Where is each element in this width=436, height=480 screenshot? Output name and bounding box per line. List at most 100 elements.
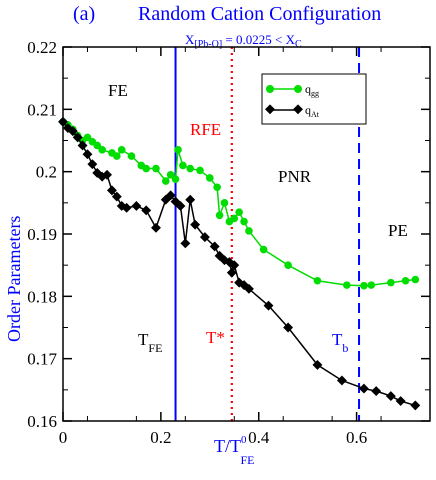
data-point-gg — [235, 208, 243, 216]
subtitle-x-sub: [Pb-O] — [194, 39, 222, 50]
data-series — [58, 116, 421, 411]
data-point-At — [165, 190, 176, 201]
marker-label-tfe-sub: FE — [148, 341, 162, 355]
series-gg — [59, 118, 420, 290]
data-point-gg — [240, 217, 248, 226]
data-point-At — [185, 194, 196, 205]
data-point-At — [106, 185, 117, 196]
data-point-gg — [401, 276, 410, 285]
data-point-gg — [93, 141, 102, 150]
data-point-gg — [206, 174, 214, 182]
series-line-gg — [62, 121, 416, 287]
data-point-At — [131, 201, 142, 211]
data-point-At — [82, 149, 93, 160]
y-tick-label: 0.19 — [27, 225, 57, 244]
marker-label-tfe-base: T — [138, 330, 149, 349]
data-point-At — [263, 300, 274, 311]
data-point-At — [358, 383, 369, 394]
data-point-At — [385, 391, 396, 402]
data-point-At — [190, 219, 201, 230]
data-point-gg — [360, 281, 368, 290]
data-point-gg — [174, 146, 182, 154]
x-tick-label: 0.6 — [346, 428, 367, 447]
data-point-gg — [213, 183, 221, 192]
data-point-At — [121, 202, 132, 213]
data-point-gg — [387, 278, 395, 287]
y-tick-label: 0.18 — [27, 287, 57, 306]
data-point-At — [312, 359, 323, 370]
data-point-gg — [220, 199, 229, 207]
data-point-At — [410, 400, 421, 411]
data-point-gg — [215, 211, 224, 220]
data-point-At — [243, 283, 254, 294]
data-point-gg — [166, 170, 175, 179]
data-point-At — [77, 140, 88, 151]
chart-title: Random Cation Configuration — [138, 3, 381, 25]
y-tick-label: 0.16 — [27, 412, 57, 431]
subtitle-eq: = 0.0225 < X — [222, 32, 295, 47]
data-point-gg — [179, 161, 187, 170]
x-axis-label-sup: 0 — [241, 434, 247, 446]
marker-label-tstar: T* — [206, 328, 225, 347]
data-point-At — [371, 386, 382, 397]
x-axis-label-base: T/T — [214, 436, 241, 456]
data-point-gg — [367, 281, 376, 289]
data-point-gg — [245, 227, 253, 235]
x-tick-label: 0.2 — [150, 428, 171, 447]
legend-label-gg-sub: gg — [311, 89, 319, 98]
y-axis-label: Order Parameters — [4, 216, 24, 342]
series-line-At — [62, 121, 416, 407]
marker-label-tb-sub: b — [342, 341, 348, 355]
legend-label-at: qAt — [305, 103, 320, 119]
legend-marker-gg — [266, 85, 274, 93]
y-tick-label: 0.2 — [36, 163, 57, 182]
data-point-gg — [411, 275, 420, 284]
data-point-gg — [83, 133, 92, 142]
x-axis-label-sub: FE — [241, 453, 255, 467]
legend-marker-gg-2 — [294, 85, 302, 93]
marker-label-tb-base: T — [332, 330, 343, 349]
data-point-gg — [113, 152, 121, 160]
data-point-gg — [127, 152, 136, 160]
region-label-pnr: PNR — [278, 167, 312, 186]
data-point-gg — [343, 281, 351, 289]
legend-label-at-sub: At — [311, 110, 320, 119]
marker-label-tb: Tb — [332, 330, 348, 355]
x-tick-label: 0 — [59, 428, 68, 447]
region-label-rfe: RFE — [190, 120, 221, 139]
axis-ticks: 0 0.2 0.4 0.6 0.16 0.17 0.18 0.19 0.2 0.21 0.22 — [27, 38, 431, 447]
data-point-gg — [259, 245, 268, 254]
data-point-gg — [196, 166, 204, 175]
data-point-At — [175, 201, 186, 211]
data-point-gg — [230, 214, 239, 223]
data-point-At — [226, 267, 237, 278]
data-point-gg — [142, 164, 150, 173]
data-point-gg — [161, 177, 170, 185]
chart-subtitle: X[Pb-O] = 0.0225 < XC — [185, 32, 302, 50]
data-point-At — [151, 222, 161, 233]
data-point-At — [180, 238, 191, 249]
x-tick-label: 0.4 — [248, 428, 270, 447]
data-point-gg — [186, 164, 195, 173]
data-point-gg — [117, 146, 126, 154]
data-point-At — [111, 191, 122, 202]
subtitle-c-sub: C — [295, 39, 302, 50]
data-point-At — [336, 375, 347, 386]
chart-legend: qgg qAt — [261, 73, 367, 125]
subtitle-x: X — [185, 32, 195, 47]
data-point-At — [283, 322, 294, 333]
region-label-pe: PE — [388, 221, 408, 240]
data-point-gg — [313, 276, 322, 285]
region-label-fe: FE — [108, 81, 128, 100]
data-point-gg — [98, 146, 106, 154]
x-axis-label: T/T0 FE — [214, 434, 255, 467]
reference-lines — [174, 47, 361, 421]
data-point-gg — [284, 261, 292, 269]
data-point-At — [229, 260, 240, 271]
legend-label-gg: qgg — [305, 82, 319, 98]
legend-label-at-base: q — [305, 103, 311, 117]
chart-panel-label: (a) — [73, 3, 95, 25]
legend-box — [261, 73, 367, 125]
data-point-At — [141, 205, 152, 216]
